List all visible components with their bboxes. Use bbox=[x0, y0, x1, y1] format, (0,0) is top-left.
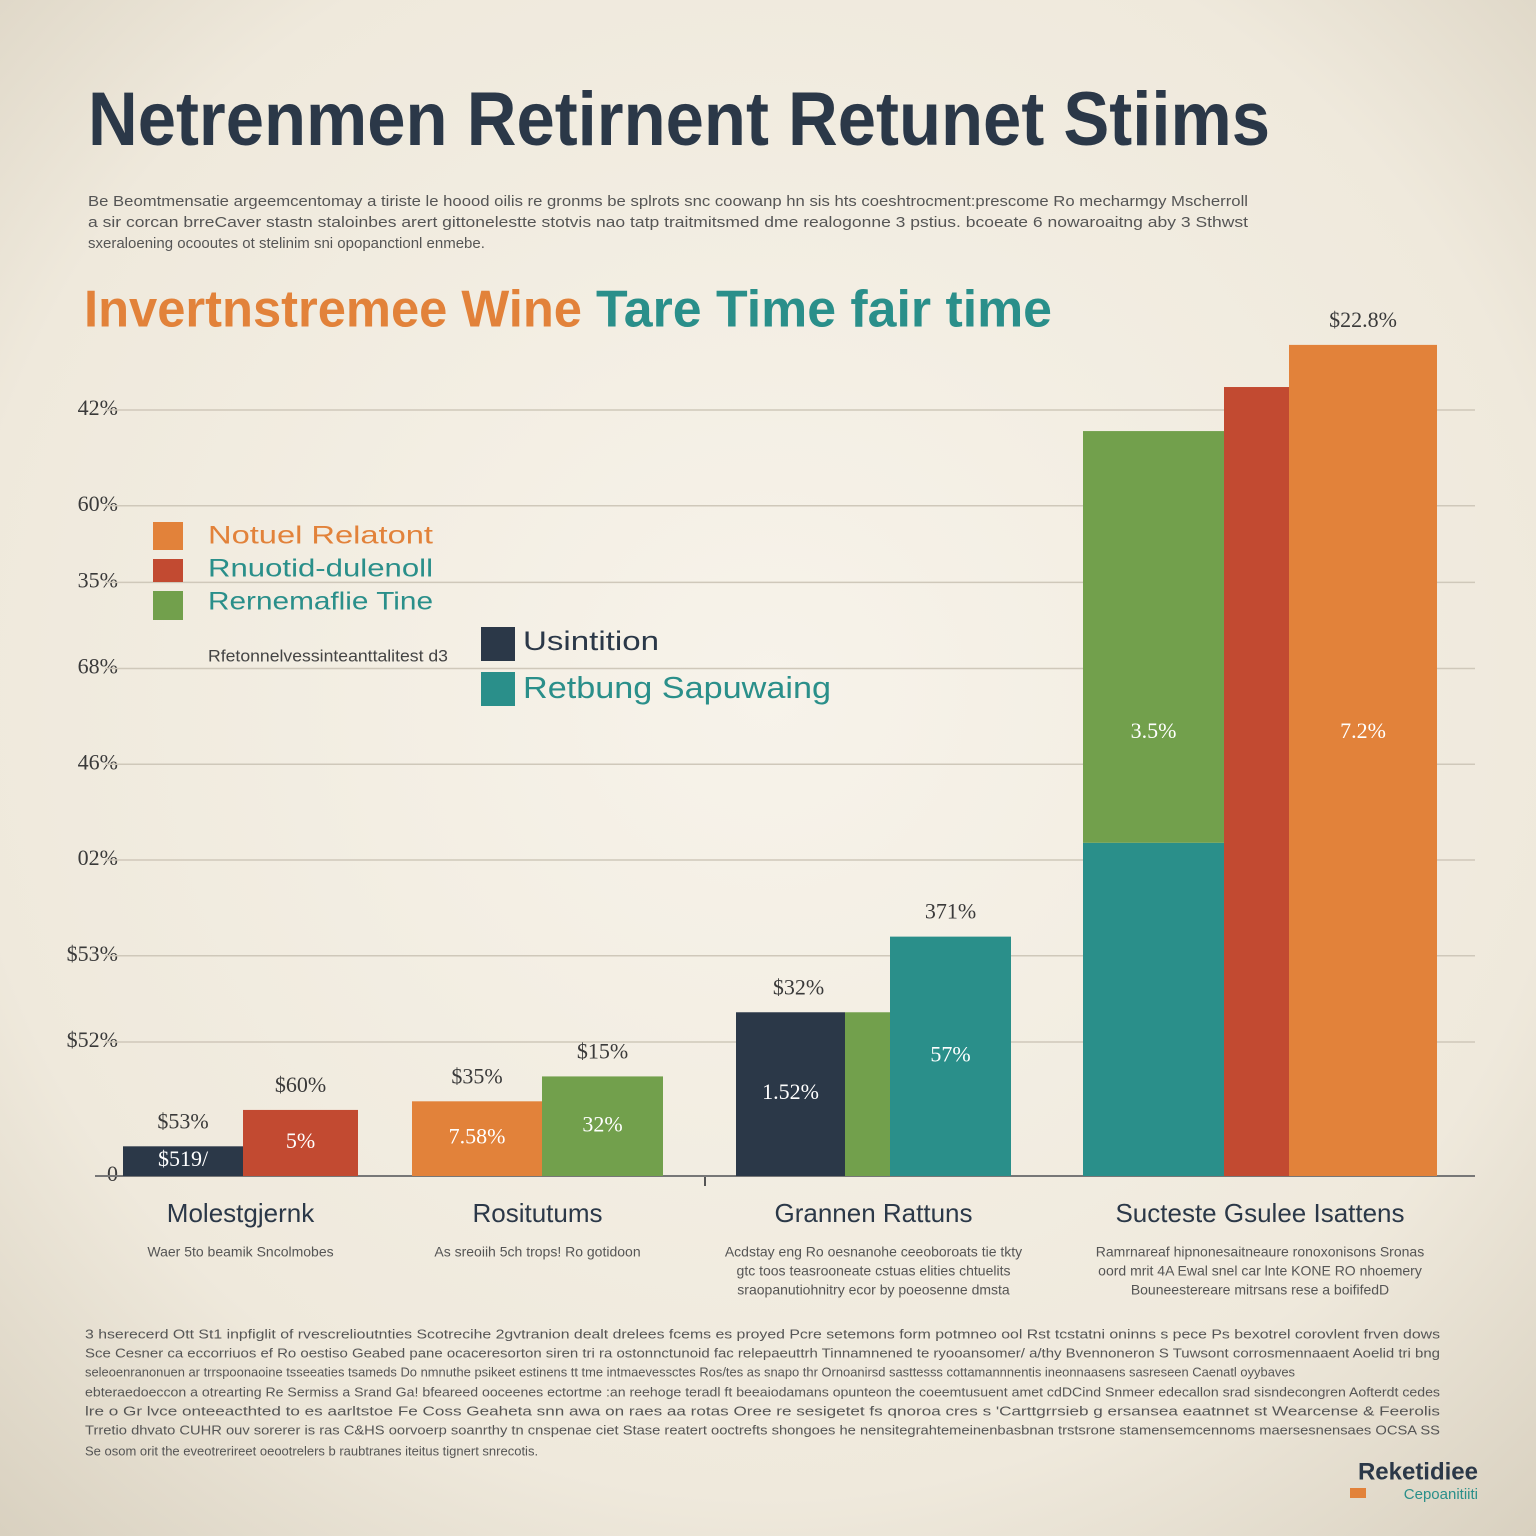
category-note: Ramrnareaf hipnonesaitneaure ronoxonison… bbox=[1096, 1244, 1424, 1260]
logo: Cepoanitiiti bbox=[1404, 1486, 1478, 1503]
footnote-line: 3 hserecerd Ott St1 inpfiglit of rvescre… bbox=[85, 1326, 1441, 1341]
category-note: Bouneestereare mitrsans rese a boififedD bbox=[1131, 1282, 1389, 1298]
bar-inner-label: 57% bbox=[930, 1041, 970, 1066]
logo: Reketidiee bbox=[1358, 1458, 1478, 1485]
category-label: Sucteste Gsulee Isattens bbox=[1115, 1198, 1404, 1228]
bar-inner-label: 3.5% bbox=[1131, 718, 1177, 743]
y-tick-label: 02% bbox=[78, 845, 118, 870]
y-tick-label: $52% bbox=[67, 1027, 118, 1052]
y-tick-label: 46% bbox=[78, 749, 118, 774]
footnote-line: Trretio dhvato CUHR ouv sorerer is ras C… bbox=[85, 1422, 1440, 1437]
category-note: gtc toos teasrooneate cstuas elities cht… bbox=[737, 1263, 1011, 1279]
y-tick-label: 35% bbox=[78, 567, 118, 592]
bar-top-label: $60% bbox=[275, 1072, 326, 1097]
bar bbox=[123, 1146, 243, 1176]
footnote-line: Sce Cesner ca eccorriuos ef Ro oestiso G… bbox=[85, 1345, 1440, 1360]
bar-inner-label: 7.58% bbox=[449, 1124, 506, 1149]
footnote-line: Se osom orit the eveotrerireet oeootrele… bbox=[85, 1443, 538, 1458]
intro-line: Be Beomtmensatie argeemcentomay a tirist… bbox=[88, 193, 1248, 210]
category-note: oord mrit 4A Ewal snel car lnte KONE RO … bbox=[1098, 1263, 1422, 1279]
legend-swatch bbox=[153, 522, 183, 550]
category-label: Grannen Rattuns bbox=[774, 1198, 972, 1228]
bar-inner-label: 5% bbox=[286, 1128, 315, 1153]
bar-inner-label: 1.52% bbox=[762, 1079, 819, 1104]
category-note: Acdstay eng Ro oesnanohe ceeoboroats tie… bbox=[725, 1244, 1022, 1260]
bar-top-label: $15% bbox=[577, 1038, 628, 1063]
bar-inner-label: 7.2% bbox=[1340, 718, 1386, 743]
bar bbox=[1083, 842, 1224, 1176]
legend-swatch bbox=[481, 672, 515, 706]
category-label: Rositutums bbox=[472, 1198, 602, 1228]
bar bbox=[1289, 344, 1437, 1176]
footnote-line: lre o Gr lvce onteeacthted to es aarltst… bbox=[85, 1403, 1441, 1418]
category-label: Molestgjernk bbox=[167, 1198, 315, 1228]
legend-label: Rnuotid-dulenoll bbox=[208, 555, 433, 583]
bar bbox=[412, 1101, 542, 1176]
chart-title: Netrenmen Retirnent Retunet Stiims bbox=[88, 77, 1270, 162]
bar bbox=[890, 936, 1011, 1176]
bar-top-label: $32% bbox=[773, 974, 824, 999]
bar bbox=[1224, 387, 1289, 1176]
y-tick-label: 60% bbox=[78, 491, 118, 516]
footnote-line: seleoenranonuen ar trrspoonaoine tsseeat… bbox=[85, 1364, 1295, 1379]
bar bbox=[845, 1012, 890, 1176]
bar-top-label: 371% bbox=[925, 899, 976, 924]
logo-mark bbox=[1350, 1488, 1366, 1498]
y-tick-label: 68% bbox=[78, 654, 118, 679]
y-tick-label: $53% bbox=[67, 941, 118, 966]
intro-line: sxeraloening ocooutes ot stelinim sni op… bbox=[88, 235, 485, 252]
footnote-line: ebteraedoeccon a otrearting Re Sermiss a… bbox=[85, 1384, 1441, 1399]
bar-inner-label: $519/ bbox=[158, 1146, 209, 1171]
bar-top-label: $35% bbox=[451, 1063, 502, 1088]
y-tick-label: 0 bbox=[107, 1161, 118, 1186]
legend-swatch bbox=[153, 559, 183, 582]
subtitle-part: Tare Time fair time bbox=[596, 281, 1052, 339]
legend-note: Rfetonnelvessinteanttalitest d3 bbox=[208, 646, 448, 665]
y-tick-label: 42% bbox=[78, 395, 118, 420]
subtitle-part: Invertnstremee Wine bbox=[84, 281, 582, 339]
legend-swatch bbox=[153, 591, 183, 620]
legend-label: Usintition bbox=[523, 626, 659, 656]
category-note: Waer 5to beamik Sncolmobes bbox=[147, 1244, 333, 1260]
intro-line: a sir corcan brreCaver stastn staloinbes… bbox=[88, 214, 1249, 231]
legend-swatch bbox=[481, 627, 515, 661]
bar bbox=[1083, 431, 1224, 843]
bar bbox=[243, 1109, 358, 1176]
bar bbox=[542, 1076, 663, 1176]
category-note: sraopanutiohnitry ecor by poeosenne dmst… bbox=[737, 1282, 1010, 1298]
bar-top-label: $53% bbox=[157, 1108, 208, 1133]
legend-label: Rernemaflie Tine bbox=[208, 588, 433, 616]
bar bbox=[736, 1012, 845, 1176]
category-note: As sreoiih 5ch trops! Ro gotidoon bbox=[434, 1244, 640, 1260]
legend-label: Notuel Relatont bbox=[208, 522, 433, 550]
bar-top-label: $22.8% bbox=[1329, 307, 1397, 332]
legend-label: Retbung Sapuwaing bbox=[523, 670, 831, 705]
bar-inner-label: 32% bbox=[582, 1111, 622, 1136]
